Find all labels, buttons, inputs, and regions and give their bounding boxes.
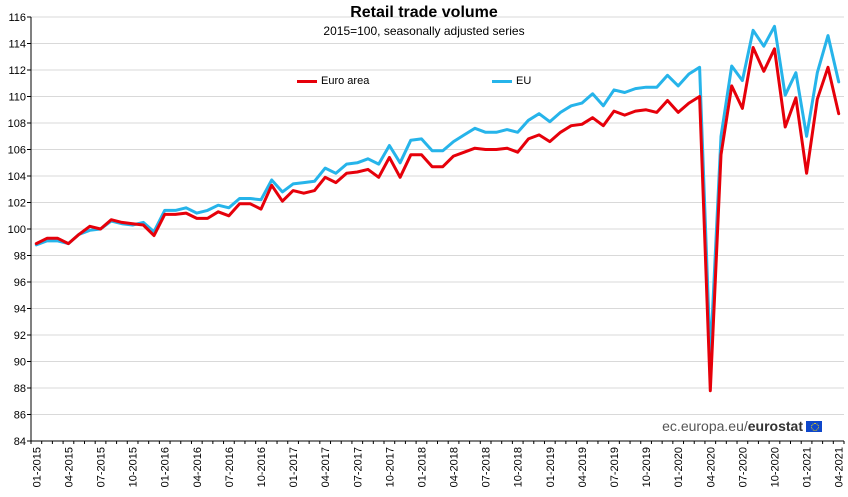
x-tick-labels: 01-2015 04-2015 07-2015 10-2015 01-2016 04-20… [31,447,845,487]
xtick-label-01-2015: 01-2015 [31,447,43,487]
xtick-label-07-2020: 07-2020 [737,447,749,487]
ytick-label-116: 116 [8,12,26,24]
xtick-label-04-2017: 04-2017 [320,447,332,487]
gridlines [31,16,844,442]
ytick-label-108: 108 [8,118,26,130]
chart-title: Retail trade volume [350,4,498,21]
ytick-label-114: 114 [8,39,26,51]
legend-item-euro-area: Euro area [297,74,369,88]
xtick-label-01-2019: 01-2019 [545,447,557,487]
chart-subtitle: 2015=100, seasonally adjusted series [323,24,525,38]
xtick-label-07-2016: 07-2016 [224,447,236,487]
ytick-label-106: 106 [8,145,26,157]
legend-label-euro-area: Euro area [321,75,370,87]
legend-item-eu: EU [492,74,531,88]
xtick-label-10-2019: 10-2019 [641,447,653,487]
xtick-label-01-2016: 01-2016 [160,447,172,487]
series-line-euro-area [34,46,841,393]
ytick-label-104: 104 [8,171,26,183]
xtick-label-07-2019: 07-2019 [609,447,621,487]
xtick-label-01-2020: 01-2020 [673,447,685,487]
xtick-label-07-2018: 07-2018 [481,447,493,487]
xtick-label-10-2017: 10-2017 [384,447,396,487]
legend-swatch-euro-area [297,79,317,83]
ytick-label-88: 88 [14,383,26,395]
xtick-label-10-2015: 10-2015 [128,447,140,487]
ytick-label-90: 90 [14,357,26,369]
axes [27,16,845,444]
legend-swatch-eu [492,79,512,83]
xtick-label-10-2018: 10-2018 [513,447,525,487]
xtick-label-04-2018: 04-2018 [449,447,461,487]
ytick-label-92: 92 [14,330,26,342]
ytick-label-84: 84 [14,436,26,448]
ytick-label-110: 110 [8,92,26,104]
source-url: ec.europa.eu/ [662,418,748,434]
xtick-label-04-2021: 04-2021 [834,447,846,487]
series-lines [34,24,841,393]
xtick-label-04-2015: 04-2015 [63,447,75,487]
ytick-label-112: 112 [8,65,26,77]
ytick-label-94: 94 [14,304,26,316]
source-brand: eurostat [747,418,803,434]
ytick-label-96: 96 [14,277,26,289]
legend-label-eu: EU [516,75,532,87]
xtick-label-04-2019: 04-2019 [577,447,589,487]
xtick-label-10-2016: 10-2016 [256,447,268,487]
xtick-label-04-2020: 04-2020 [705,447,717,487]
xtick-label-07-2015: 07-2015 [96,447,108,487]
ytick-label-102: 102 [8,198,26,210]
ytick-label-86: 86 [14,410,26,422]
xtick-label-01-2018: 01-2018 [416,447,428,487]
source-credit: ec.europa.eu/eurostat [662,418,822,434]
ytick-label-98: 98 [14,251,26,263]
xtick-label-10-2020: 10-2020 [769,447,781,487]
eu-flag-icon [806,420,822,432]
xtick-label-07-2017: 07-2017 [352,447,364,487]
ytick-label-100: 100 [8,224,26,236]
xtick-label-04-2016: 04-2016 [192,447,204,487]
y-tick-labels: 84 86 88 90 92 94 96 98 100 102 104 106 108 110 112 114… [8,12,26,448]
xtick-label-01-2017: 01-2017 [288,447,300,487]
xtick-label-01-2021: 01-2021 [802,447,814,487]
